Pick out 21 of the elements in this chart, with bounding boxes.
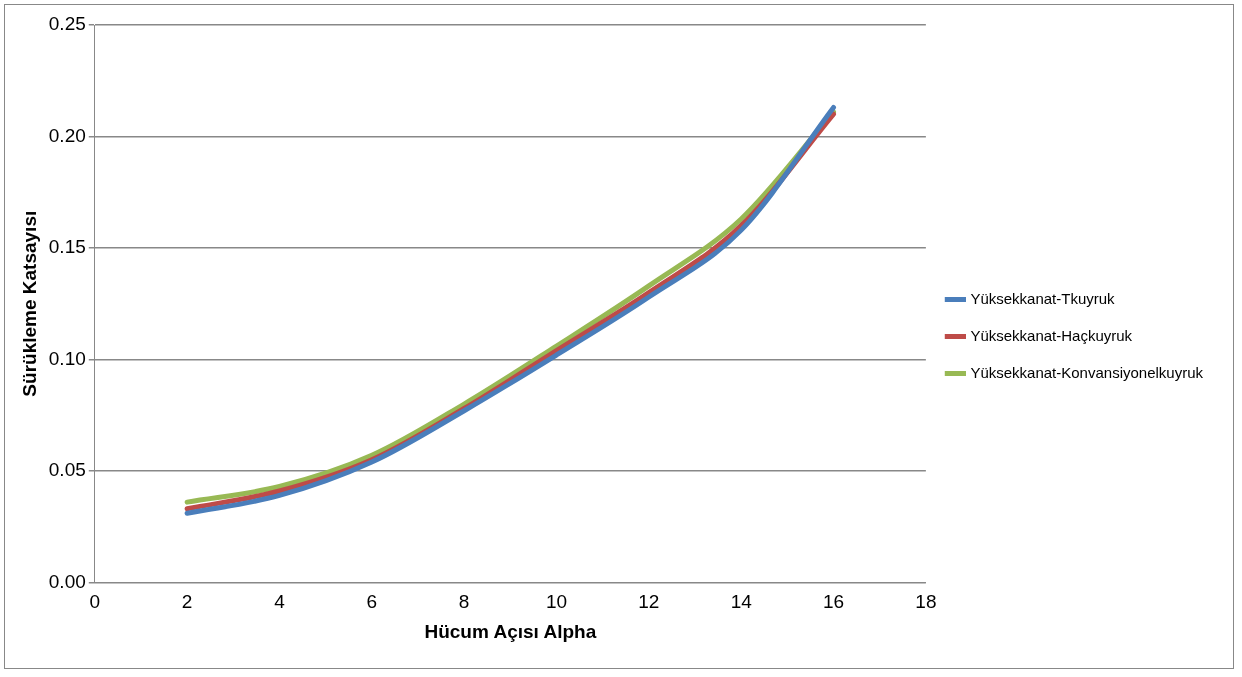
x-tick-label: 6 [366, 591, 378, 613]
y-tick-label: 0.00 [48, 570, 86, 592]
y-tick-label: 0.10 [48, 347, 86, 369]
legend-label: Yüksekkanat-Haçkuyruk [970, 326, 1133, 344]
legend-label: Yüksekkanat-Tkuyruk [970, 289, 1116, 307]
x-tick-label: 14 [730, 591, 753, 613]
x-tick-label: 0 [89, 591, 101, 613]
x-axis-title: Hücum Açısı Alpha [424, 620, 597, 642]
y-tick-label: 0.15 [48, 236, 86, 258]
y-tick-label: 0.20 [48, 124, 86, 146]
legend-label: Yüksekkanat-Konvansiyonelkuyruk [970, 363, 1204, 381]
x-tick-label: 10 [545, 591, 568, 613]
x-tick-label: 12 [638, 591, 660, 613]
x-tick-label: 2 [181, 591, 193, 613]
y-tick-label: 0.25 [48, 13, 86, 35]
x-tick-label: 4 [274, 591, 286, 613]
x-tick-label: 8 [458, 591, 470, 613]
y-tick-label: 0.05 [48, 459, 86, 481]
x-tick-label: 18 [915, 591, 937, 613]
y-axis-title: Sürükleme Katsayısı [18, 210, 40, 397]
x-tick-label: 16 [822, 591, 845, 613]
